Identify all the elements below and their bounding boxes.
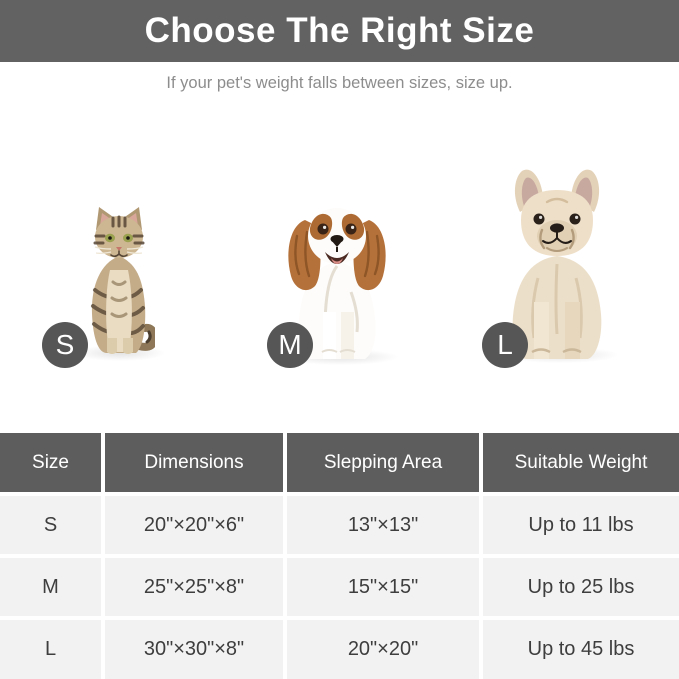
column-header-size: Size bbox=[0, 433, 101, 492]
title-band: Choose The Right Size bbox=[0, 0, 679, 62]
size-chart-table: Size Dimensions Slepping Area Suitable Weig… bbox=[0, 433, 679, 679]
subtitle: If your pet's weight falls between sizes… bbox=[166, 74, 513, 92]
size-badge-l: L bbox=[482, 322, 528, 368]
size-badge-m: M bbox=[267, 322, 313, 368]
table-cell: 25"×25"×8" bbox=[105, 558, 283, 616]
table-cell: 20"×20" bbox=[287, 620, 479, 679]
size-badge-s: S bbox=[42, 322, 88, 368]
column-header-suitable-weight: Suitable Weight bbox=[483, 433, 679, 492]
cavalier-spaniel-figure bbox=[277, 192, 397, 362]
column-header-dimensions: Dimensions bbox=[105, 433, 283, 492]
badge-label: S bbox=[55, 329, 75, 360]
table-cell: Up to 45 lbs bbox=[483, 620, 679, 679]
size-cell-row-0: S bbox=[0, 496, 101, 554]
tabby-cat-figure bbox=[83, 206, 155, 358]
table-cell: 20"×20"×6" bbox=[105, 496, 283, 554]
badge-label: M bbox=[278, 329, 302, 360]
badge-label: L bbox=[497, 329, 513, 360]
cavalier-spaniel-image bbox=[288, 208, 386, 360]
size-cell-row-2: L bbox=[0, 620, 101, 679]
french-bulldog-figure bbox=[498, 168, 616, 362]
size-cell-row-1: M bbox=[0, 558, 101, 616]
column-header-slepping-area: Slepping Area bbox=[287, 433, 479, 492]
table-cell: Up to 11 lbs bbox=[483, 496, 679, 554]
tabby-cat-image bbox=[91, 207, 155, 354]
french-bulldog-image bbox=[512, 169, 602, 359]
table-cell: Up to 25 lbs bbox=[483, 558, 679, 616]
page-title: Choose The Right Size bbox=[144, 11, 535, 50]
table-cell: 13"×13" bbox=[287, 496, 479, 554]
table-cell: 15"×15" bbox=[287, 558, 479, 616]
table-cell: 30"×30"×8" bbox=[105, 620, 283, 679]
